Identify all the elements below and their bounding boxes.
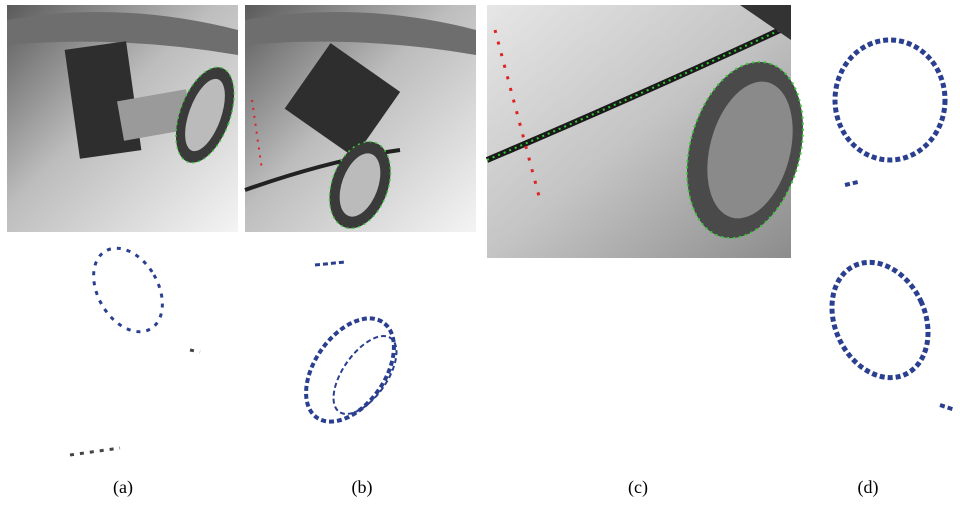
subfigure-label: (c) <box>628 477 648 498</box>
photo-b <box>245 5 476 237</box>
subfigure-label: (a) <box>113 477 133 498</box>
point-cloud-b <box>288 262 412 438</box>
subfigure-label: (b) <box>352 477 373 498</box>
point-cloud-a <box>70 236 200 455</box>
photo-c <box>487 5 821 258</box>
point-cloud-d <box>814 40 955 410</box>
photo-a <box>7 5 246 232</box>
figure: (a) (b) (c) (d) <box>0 0 960 505</box>
subfigure-label: (d) <box>858 477 879 498</box>
